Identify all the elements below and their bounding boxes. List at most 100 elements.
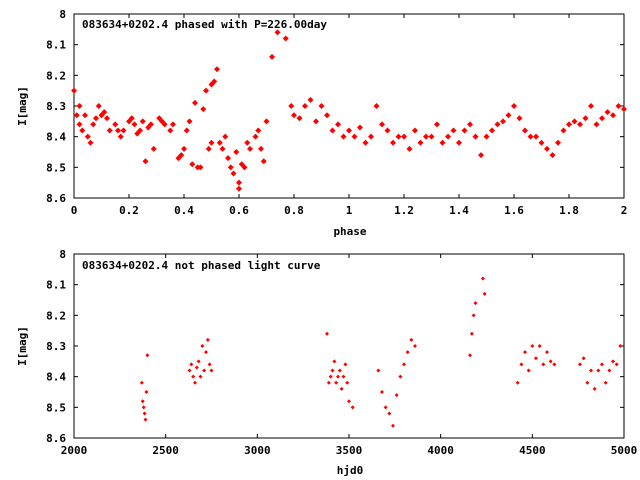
data-point (274, 29, 281, 36)
data-point (337, 368, 342, 373)
x-tick-label: 0.6 (229, 204, 249, 217)
y-tick-label: 8.2 (46, 309, 66, 322)
x-tick-label: 0.8 (284, 204, 304, 217)
data-point (379, 121, 385, 128)
data-point (581, 356, 586, 361)
data-point (189, 161, 196, 168)
data-point (599, 115, 605, 122)
data-point (346, 127, 352, 134)
data-point (291, 112, 297, 119)
x-tick-label: 1.2 (394, 204, 414, 217)
data-point (585, 380, 590, 385)
y-tick-label: 8.6 (46, 432, 66, 445)
data-point (207, 362, 212, 367)
data-point (296, 115, 303, 122)
data-point (236, 185, 242, 192)
unphased-light-curve-panel: 083634+0202.4 not phased light curve hjd… (16, 248, 637, 477)
data-point (588, 103, 594, 109)
data-point (347, 399, 351, 404)
y-tick-label: 8.1 (46, 279, 66, 292)
data-point (202, 368, 207, 373)
data-point (522, 127, 528, 134)
y-tick-label: 8.3 (46, 340, 66, 353)
data-point (450, 127, 457, 134)
data-point (505, 112, 512, 119)
data-point (82, 112, 88, 119)
x-tick-label: 1.8 (559, 204, 579, 217)
data-point (90, 121, 97, 128)
data-point (313, 118, 319, 125)
data-point (140, 399, 145, 404)
data-point (380, 390, 384, 394)
data-point (186, 118, 193, 125)
data-point (412, 127, 418, 134)
data-point (181, 145, 187, 152)
data-point (131, 121, 138, 128)
data-point (413, 344, 417, 348)
data-point (79, 127, 86, 134)
data-point (76, 103, 83, 109)
data-point (500, 118, 506, 125)
data-point (200, 344, 205, 348)
data-point (494, 121, 501, 128)
data-point (183, 127, 190, 134)
data-point (205, 337, 210, 342)
data-point (219, 145, 226, 152)
data-point (515, 380, 520, 385)
data-point (143, 417, 148, 422)
axis-ticks: 2000 2500 3000 3500 4000 4500 5000 8 8.1 8.2 8.3 8.… (46, 248, 637, 457)
data-point (489, 127, 495, 134)
data-point (445, 133, 451, 140)
data-point (115, 127, 121, 134)
x-tick-label: 1 (346, 204, 353, 217)
data-point (282, 35, 289, 42)
data-point (328, 374, 333, 379)
data-point (394, 393, 399, 398)
x-axis-title: hjd0 (337, 464, 364, 477)
data-point (376, 368, 381, 373)
data-point (478, 152, 484, 159)
x-tick-label: 5000 (611, 444, 638, 457)
data-point (128, 115, 135, 122)
data-point (325, 331, 329, 336)
data-point (191, 374, 196, 379)
y-tick-label: 8.4 (46, 131, 66, 144)
data-point (112, 121, 119, 128)
data-point (362, 139, 369, 146)
data-point (193, 380, 197, 385)
data-point (560, 127, 567, 134)
data-point (216, 139, 223, 146)
data-point (341, 374, 346, 379)
data-point (260, 158, 267, 165)
data-point (225, 155, 231, 162)
data-point (178, 152, 185, 159)
data-point (577, 121, 583, 128)
data-point (247, 145, 253, 152)
data-point (544, 145, 550, 152)
data-point (395, 133, 402, 140)
x-tick-label: 4500 (519, 444, 546, 457)
data-point (148, 121, 154, 128)
data-point (340, 133, 347, 140)
data-point (93, 115, 99, 122)
data-point (233, 149, 240, 155)
data-point (288, 103, 295, 109)
data-point (71, 87, 77, 94)
plot-frame (73, 13, 625, 199)
data-point (263, 118, 270, 125)
data-point (596, 368, 601, 373)
data-point (142, 411, 147, 416)
data-point (161, 121, 168, 128)
data-point (549, 152, 556, 159)
data-point (192, 99, 198, 106)
data-point (95, 103, 102, 109)
x-tick-label: 1.4 (449, 204, 469, 217)
data-point (526, 368, 531, 373)
data-point (101, 109, 108, 116)
data-point (335, 121, 341, 128)
data-point (469, 331, 474, 336)
data-point (516, 115, 523, 122)
data-point (339, 386, 344, 391)
data-point (144, 390, 149, 394)
data-point (428, 133, 435, 140)
